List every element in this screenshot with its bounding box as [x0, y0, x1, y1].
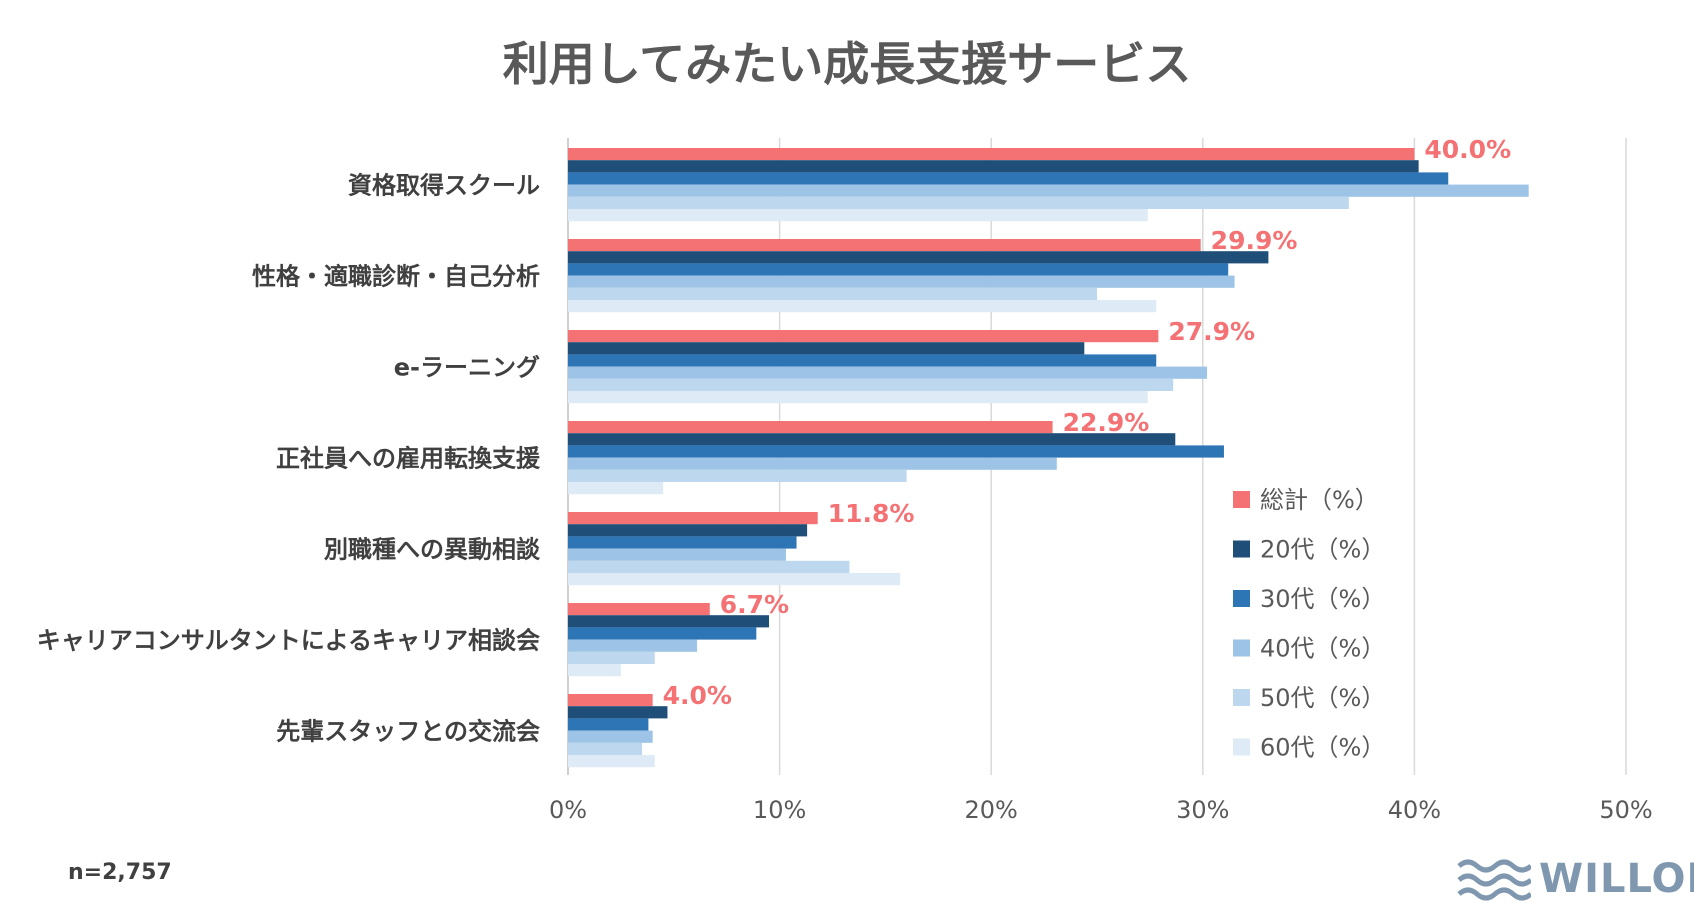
bar-5-series-1: [568, 512, 818, 525]
bar-7-series-1: [568, 694, 653, 707]
legend-swatch: [1233, 738, 1250, 756]
x-tick-label: 0%: [549, 796, 587, 824]
bar-1-series-3: [568, 172, 1449, 185]
bar-2-series-3: [568, 263, 1229, 276]
legend-swatch: [1233, 491, 1250, 508]
bar-6-series-4: [568, 639, 698, 652]
category-label: e-ラーニング: [394, 354, 540, 382]
bar-2-series-6: [568, 300, 1157, 313]
legend-label: 50代（%）: [1260, 684, 1385, 712]
bar-7-series-5: [568, 742, 643, 755]
category-label: キャリアコンサルタントによるキャリア相談会: [37, 627, 540, 655]
legend-label: 20代（%）: [1260, 536, 1385, 564]
bar-5-series-3: [568, 536, 797, 549]
category-label: 正社員への雇用転換支援: [276, 445, 541, 473]
bar-2-series-4: [568, 275, 1235, 288]
bar-1-series-5: [568, 196, 1349, 209]
category-label: 別職種への異動相談: [324, 536, 541, 564]
bar-6-series-6: [568, 664, 621, 677]
bar-6-series-2: [568, 615, 770, 628]
bar-7-series-6: [568, 755, 655, 768]
legend-swatch: [1233, 689, 1250, 706]
bar-1-series-2: [568, 160, 1419, 173]
data-label: 22.9%: [1063, 408, 1150, 437]
bar-6-series-5: [568, 651, 655, 664]
bar-2-series-1: [568, 239, 1201, 252]
bar-5-series-2: [568, 524, 808, 537]
data-label: 29.9%: [1211, 226, 1298, 255]
data-label: 27.9%: [1168, 317, 1255, 346]
bar-2-series-2: [568, 251, 1269, 264]
bar-7-series-4: [568, 730, 653, 743]
legend-swatch: [1233, 590, 1250, 607]
bar-1-series-6: [568, 209, 1148, 222]
bar-1-series-1: [568, 148, 1415, 161]
bar-3-series-2: [568, 342, 1085, 355]
legend-swatch: [1233, 540, 1250, 558]
bar-1-series-4: [568, 184, 1529, 197]
category-label: 先輩スタッフとの交流会: [276, 718, 540, 746]
bar-5-series-5: [568, 560, 850, 573]
bar-3-series-1: [568, 330, 1159, 343]
bar-6-series-1: [568, 603, 710, 616]
bar-4-series-3: [568, 445, 1224, 458]
legend-label: 30代（%）: [1260, 585, 1385, 613]
x-tick-label: 50%: [1599, 796, 1652, 824]
legend-swatch: [1233, 639, 1250, 657]
bar-3-series-3: [568, 354, 1157, 367]
bar-4-series-5: [568, 469, 907, 482]
x-tick-label: 10%: [753, 796, 806, 824]
bar-4-series-4: [568, 457, 1057, 470]
category-label: 性格・適職診断・自己分析: [252, 263, 540, 291]
bar-7-series-2: [568, 706, 668, 719]
legend-label: 総計（%）: [1260, 486, 1379, 514]
bar-4-series-6: [568, 482, 664, 495]
legend-label: 40代（%）: [1260, 635, 1385, 663]
x-tick-label: 20%: [965, 796, 1018, 824]
bar-5-series-4: [568, 548, 786, 561]
bar-2-series-5: [568, 287, 1097, 300]
wave-logo-icon: [1457, 859, 1531, 901]
bar-4-series-2: [568, 433, 1176, 446]
bar-5-series-6: [568, 573, 901, 586]
x-tick-label: 30%: [1176, 796, 1229, 824]
bar-3-series-4: [568, 366, 1208, 379]
bar-3-series-5: [568, 378, 1174, 391]
bar-7-series-3: [568, 718, 649, 731]
data-label: 6.7%: [720, 590, 789, 619]
sample-size-label: n=2,757: [68, 860, 172, 885]
legend-label: 60代（%）: [1260, 734, 1385, 762]
chart-title: 利用してみたい成長支援サービス: [502, 37, 1192, 91]
data-label: 11.8%: [828, 499, 915, 528]
category-label: 資格取得スクール: [348, 172, 540, 200]
logo-text: WILLOF: [1539, 856, 1694, 902]
data-label: 4.0%: [663, 681, 732, 710]
bar-3-series-6: [568, 391, 1148, 404]
bar-4-series-1: [568, 421, 1053, 434]
willof-logo: WILLOF: [1455, 852, 1694, 908]
data-label: 40.0%: [1424, 135, 1511, 164]
x-tick-label: 40%: [1388, 796, 1441, 824]
bar-6-series-3: [568, 627, 757, 640]
